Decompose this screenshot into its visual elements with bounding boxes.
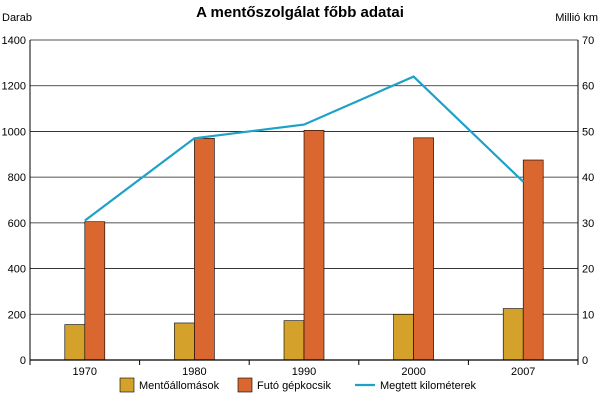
legend-item-futo-gepkocsik-swatch (237, 377, 253, 393)
legend: Mentőállomások Futó gépkocsik Megtett kilo… (119, 377, 476, 393)
legend-item-megtett-kilometerek-label: Megtett kilométerek (380, 380, 476, 392)
y-right-label: Millió km (555, 12, 598, 24)
y-left-tick-label: 400 (8, 264, 26, 276)
x-tick-label: 2007 (511, 366, 535, 378)
y-left-tick-label: 1400 (2, 35, 26, 47)
bar-futo-gepkocsik (303, 129, 325, 361)
y-left-tick-label: 1200 (2, 81, 26, 93)
y-right-tick-label: 20 (582, 264, 594, 276)
y-left-tick-label: 0 (20, 355, 26, 367)
bar-mentoallomasok (502, 308, 524, 361)
legend-item-mentoallomasok-swatch (119, 377, 135, 393)
bar-mentoallomasok (393, 313, 414, 361)
y-right-tick-label: 40 (582, 172, 594, 184)
y-left-tick-label: 1000 (2, 126, 26, 138)
y-left-label: Darab (2, 12, 32, 24)
bar-futo-gepkocsik (413, 137, 434, 361)
bar-futo-gepkocsik (522, 159, 544, 361)
y-right-tick-label: 0 (582, 355, 588, 367)
legend-item-mentoallomasok-label: Mentőállomások (139, 380, 220, 392)
bar-mentoallomasok (283, 320, 305, 361)
bars (64, 129, 544, 361)
x-tick-label: 1990 (292, 366, 316, 378)
y-right-tick-label: 30 (582, 218, 594, 230)
x-tick-label: 2000 (401, 366, 425, 378)
bar-mentoallomasok (64, 324, 86, 361)
y-left-tick-label: 800 (8, 172, 26, 184)
y-right-tick-label: 60 (582, 81, 594, 93)
y-right-tick-label: 10 (582, 309, 594, 321)
line-megtett-kilometerek (84, 75, 524, 222)
bar-futo-gepkocsik (84, 221, 106, 361)
legend-item-futo-gepkocsik-label: Futó gépkocsik (257, 380, 331, 392)
chart-title: A mentőszolgálat főbb adatai (196, 4, 404, 21)
y-right-tick-label: 70 (582, 35, 594, 47)
bar-mentoallomasok (174, 322, 195, 361)
axes: 0 200 400 600 800 1000 1200 1400 0 10 20 30 40 50 60 70… (2, 35, 595, 378)
x-tick-label: 1970 (73, 366, 97, 378)
bar-futo-gepkocsik (194, 137, 215, 361)
x-tick-label: 1980 (182, 366, 206, 378)
y-left-tick-label: 600 (8, 218, 26, 230)
y-left-tick-label: 200 (8, 309, 26, 321)
line-series (84, 75, 524, 222)
y-right-tick-label: 50 (582, 126, 594, 138)
